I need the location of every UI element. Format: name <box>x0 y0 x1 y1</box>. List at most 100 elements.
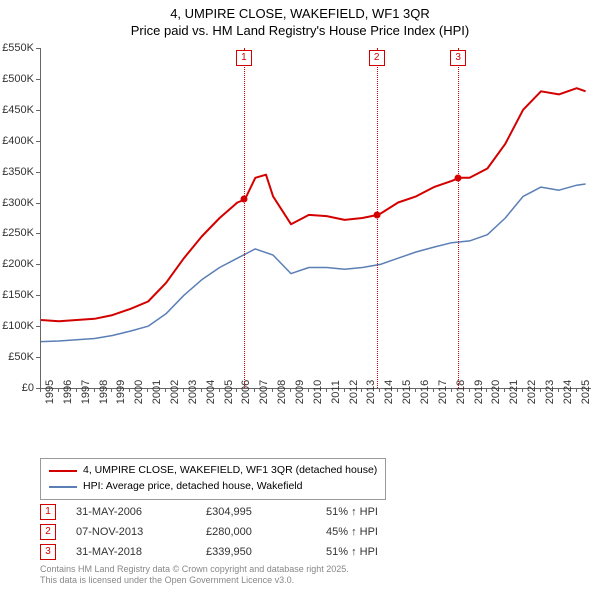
ytick-label: £400K <box>0 135 34 147</box>
ytick-label: £150K <box>0 289 34 301</box>
footer-line2: This data is licensed under the Open Gov… <box>40 575 349 586</box>
ytick <box>36 141 40 142</box>
xtick-label: 1997 <box>80 380 92 404</box>
legend-swatch-property <box>49 470 77 472</box>
legend: 4, UMPIRE CLOSE, WAKEFIELD, WF1 3QR (det… <box>40 458 386 500</box>
ytick <box>36 264 40 265</box>
xtick-label: 2019 <box>473 380 485 404</box>
ytick <box>36 110 40 111</box>
xtick <box>540 388 541 392</box>
xtick-label: 2005 <box>223 380 235 404</box>
xtick-label: 2016 <box>419 380 431 404</box>
xtick <box>379 388 380 392</box>
xtick <box>308 388 309 392</box>
sale-marker-line <box>244 48 245 388</box>
xtick <box>183 388 184 392</box>
sale-date: 07-NOV-2013 <box>76 526 206 538</box>
xtick <box>576 388 577 392</box>
xtick <box>254 388 255 392</box>
ytick <box>36 79 40 80</box>
xtick <box>326 388 327 392</box>
title-line1: 4, UMPIRE CLOSE, WAKEFIELD, WF1 3QR <box>0 6 600 23</box>
ytick <box>36 295 40 296</box>
xtick <box>40 388 41 392</box>
xtick <box>76 388 77 392</box>
sale-delta: 45% ↑ HPI <box>326 526 426 538</box>
xtick <box>94 388 95 392</box>
xtick-label: 2004 <box>205 380 217 404</box>
ytick-label: £200K <box>0 258 34 270</box>
xtick-label: 2025 <box>580 380 592 404</box>
xtick-label: 2003 <box>187 380 199 404</box>
xtick <box>236 388 237 392</box>
legend-swatch-hpi <box>49 486 77 488</box>
xtick <box>522 388 523 392</box>
xtick <box>219 388 220 392</box>
sale-marker-2: 2 <box>40 524 56 540</box>
sale-dot <box>373 211 380 218</box>
ytick <box>36 48 40 49</box>
xtick <box>415 388 416 392</box>
xtick-label: 2018 <box>455 380 467 404</box>
ytick <box>36 326 40 327</box>
xtick-label: 2023 <box>544 380 556 404</box>
legend-label-hpi: HPI: Average price, detached house, Wake… <box>83 479 302 495</box>
sale-price: £280,000 <box>206 526 326 538</box>
ytick <box>36 357 40 358</box>
xtick <box>201 388 202 392</box>
sale-dot <box>240 196 247 203</box>
xtick <box>165 388 166 392</box>
xtick-label: 1999 <box>115 380 127 404</box>
chart-area: £0£50K£100K£150K£200K£250K£300K£350K£400… <box>40 48 590 418</box>
sale-date: 31-MAY-2018 <box>76 546 206 558</box>
ytick-label: £250K <box>0 227 34 239</box>
xtick-label: 2002 <box>169 380 181 404</box>
ytick <box>36 172 40 173</box>
xtick <box>397 388 398 392</box>
footer-line1: Contains HM Land Registry data © Crown c… <box>40 564 349 575</box>
legend-item-property: 4, UMPIRE CLOSE, WAKEFIELD, WF1 3QR (det… <box>49 463 377 479</box>
xtick-label: 2017 <box>437 380 449 404</box>
xtick-label: 2024 <box>562 380 574 404</box>
xtick <box>361 388 362 392</box>
xtick-label: 2010 <box>312 380 324 404</box>
ytick <box>36 233 40 234</box>
xtick-label: 1996 <box>62 380 74 404</box>
ytick-label: £0 <box>0 382 34 394</box>
title-line2: Price paid vs. HM Land Registry's House … <box>0 23 600 40</box>
xtick <box>58 388 59 392</box>
legend-label-property: 4, UMPIRE CLOSE, WAKEFIELD, WF1 3QR (det… <box>83 463 377 479</box>
sale-marker-line <box>458 48 459 388</box>
xtick <box>451 388 452 392</box>
xtick-label: 2020 <box>490 380 502 404</box>
plot-region <box>40 48 591 389</box>
sale-row: 2 07-NOV-2013 £280,000 45% ↑ HPI <box>40 522 426 542</box>
xtick-label: 2009 <box>294 380 306 404</box>
xtick <box>433 388 434 392</box>
sales-table: 1 31-MAY-2006 £304,995 51% ↑ HPI 2 07-NO… <box>40 502 426 562</box>
sale-marker-1: 1 <box>40 504 56 520</box>
xtick <box>129 388 130 392</box>
xtick-label: 2021 <box>508 380 520 404</box>
sale-marker-box: 1 <box>236 50 252 66</box>
ytick-label: £500K <box>0 73 34 85</box>
xtick-label: 2012 <box>348 380 360 404</box>
xtick <box>558 388 559 392</box>
xtick-label: 2022 <box>526 380 538 404</box>
sale-price: £304,995 <box>206 506 326 518</box>
sale-price: £339,950 <box>206 546 326 558</box>
ytick-label: £50K <box>0 351 34 363</box>
ytick-label: £300K <box>0 197 34 209</box>
xtick-label: 2014 <box>383 380 395 404</box>
sale-marker-3: 3 <box>40 544 56 560</box>
series-hpi <box>41 184 586 342</box>
xtick-label: 2000 <box>133 380 145 404</box>
xtick-label: 2001 <box>151 380 163 404</box>
title-block: 4, UMPIRE CLOSE, WAKEFIELD, WF1 3QR Pric… <box>0 0 600 40</box>
sale-delta: 51% ↑ HPI <box>326 546 426 558</box>
xtick-label: 2008 <box>276 380 288 404</box>
xtick-label: 2015 <box>401 380 413 404</box>
sale-row: 3 31-MAY-2018 £339,950 51% ↑ HPI <box>40 542 426 562</box>
line-series-svg <box>41 48 591 388</box>
ytick <box>36 203 40 204</box>
